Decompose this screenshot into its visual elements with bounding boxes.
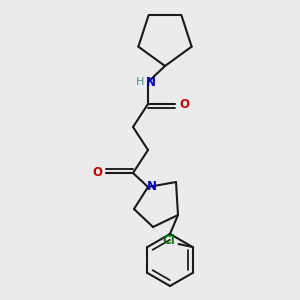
Text: O: O	[179, 98, 189, 110]
Text: N: N	[147, 179, 157, 193]
Text: N: N	[146, 76, 156, 88]
Text: H: H	[136, 77, 144, 87]
Text: Cl: Cl	[162, 233, 175, 247]
Text: O: O	[92, 167, 102, 179]
